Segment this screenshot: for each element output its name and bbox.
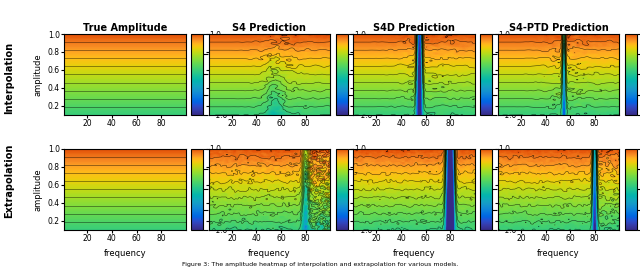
X-axis label: frequency: frequency [392, 249, 435, 258]
X-axis label: frequency: frequency [537, 249, 580, 258]
Title: S4-PTD Prediction: S4-PTD Prediction [509, 23, 609, 33]
Text: Interpolation: Interpolation [4, 41, 15, 114]
Title: S4D Prediction: S4D Prediction [373, 23, 455, 33]
Y-axis label: amplitude: amplitude [33, 53, 42, 96]
X-axis label: frequency: frequency [104, 249, 146, 258]
Text: Figure 3: The amplitude heatmap of interpolation and extrapolation for various m: Figure 3: The amplitude heatmap of inter… [182, 262, 458, 267]
Title: True Amplitude: True Amplitude [83, 23, 167, 33]
Title: S4 Prediction: S4 Prediction [232, 23, 307, 33]
X-axis label: frequency: frequency [248, 249, 291, 258]
Text: Extrapolation: Extrapolation [4, 144, 15, 218]
Y-axis label: amplitude: amplitude [33, 168, 42, 211]
